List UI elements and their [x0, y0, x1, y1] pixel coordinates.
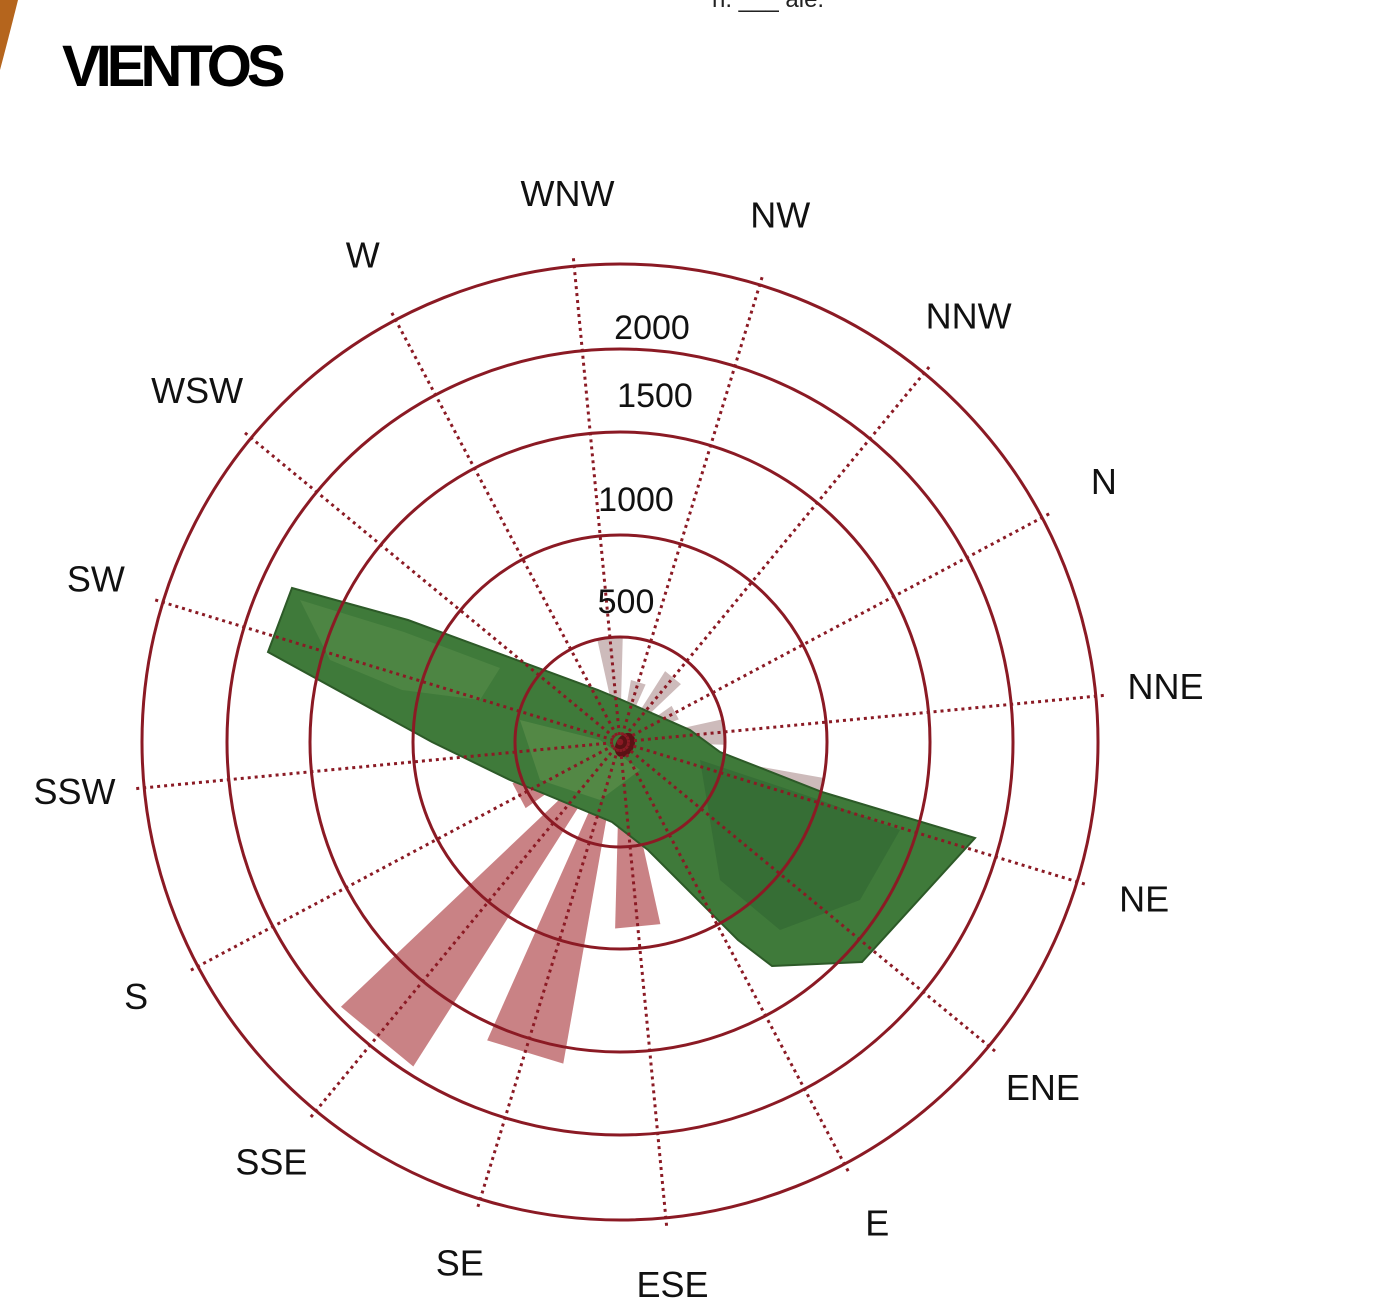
petal-sse [340, 742, 620, 1067]
spoke-wnw [571, 256, 622, 743]
ring-2000 [225, 347, 1015, 1137]
ring-500 [513, 635, 727, 849]
direction-label-wnw: WNW [521, 173, 615, 214]
spoke-ssw [134, 740, 621, 791]
direction-label-w: W [346, 235, 380, 276]
direction-label-wsw: WSW [151, 370, 243, 411]
direction-label-ese: ESE [636, 1264, 708, 1303]
spoke-sse [308, 741, 622, 1120]
direction-label-ene: ENE [1006, 1067, 1080, 1108]
spoke-ne [619, 740, 1088, 887]
spoke-e [618, 741, 851, 1174]
chart-rings [140, 262, 1100, 1222]
spoke-nne [619, 693, 1106, 744]
ring-outer [140, 262, 1100, 1222]
spoke-wsw [242, 430, 621, 744]
petal-se [487, 742, 620, 1064]
direction-label-e: E [865, 1202, 889, 1243]
direction-spokes [134, 256, 1106, 1228]
direction-label-nne: NNE [1127, 666, 1203, 707]
direction-label-s: S [124, 976, 148, 1017]
ring-label-1500: 1500 [617, 377, 693, 415]
ring-1500 [308, 430, 932, 1054]
direction-label-se: SE [436, 1243, 484, 1284]
corner-accent [0, 0, 18, 70]
direction-label-n: N [1091, 461, 1117, 502]
direction-label-sse: SSE [235, 1141, 307, 1182]
direction-label-nnw: NNW [926, 296, 1012, 337]
top-text-fragment: n. ___ ale. [712, 0, 824, 14]
spoke-w [389, 310, 622, 743]
direction-label-ssw: SSW [33, 771, 115, 812]
spoke-sw [152, 597, 621, 744]
page-title: VIENTOS [62, 34, 286, 99]
spoke-s [188, 740, 621, 973]
spoke-nnw [618, 364, 932, 743]
direction-label-nw: NW [750, 194, 810, 235]
spoke-n [619, 511, 1052, 744]
spoke-ene [619, 740, 998, 1054]
spoke-ese [618, 741, 669, 1228]
direction-label-sw: SW [67, 558, 125, 599]
ring-label-1000: 1000 [598, 481, 674, 519]
ring-label-2000: 2000 [614, 309, 690, 347]
ring-label-500: 500 [598, 583, 655, 621]
direction-label-ne: NE [1119, 879, 1169, 920]
direction-labels: N NNE NE ENE E ESE SE SSE S SSW SW WSW W WNW NW NNW [33, 173, 1203, 1303]
spoke-se [475, 741, 622, 1210]
ring-labels: 500 1000 1500 2000 [598, 309, 693, 621]
spoke-nw [618, 274, 765, 743]
ring-1000 [411, 533, 829, 951]
